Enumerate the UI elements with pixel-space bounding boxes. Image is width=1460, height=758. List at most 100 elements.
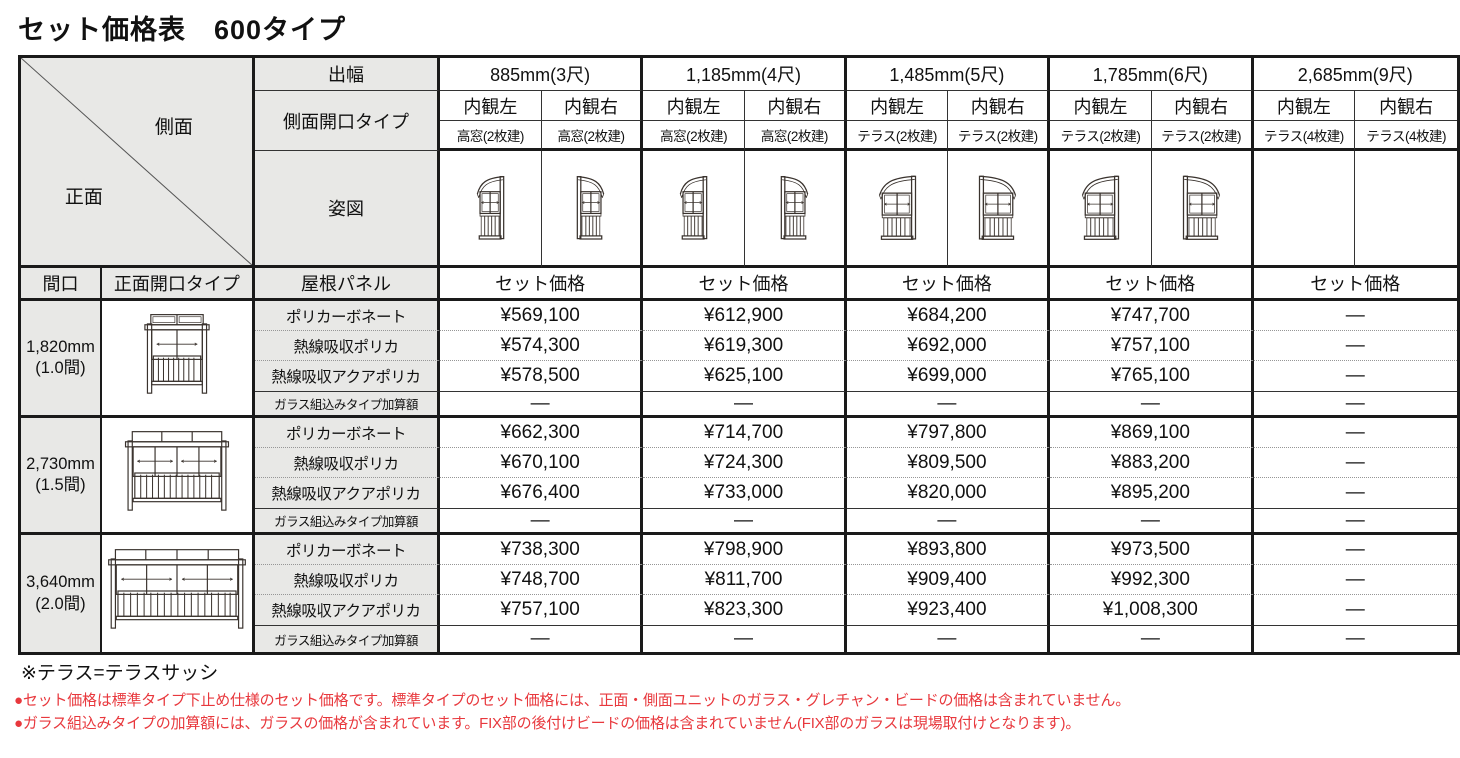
price-cell: — — [846, 392, 1051, 418]
side-figure-cell-empty — [1253, 151, 1356, 268]
view-right-header: 内観右 — [745, 91, 847, 121]
side-view-label: 側面 — [154, 116, 193, 138]
maguchi-value: 1,820mm — [26, 337, 95, 356]
roof-panel-label: 熱線吸収ポリカ — [254, 331, 440, 361]
page-title: セット価格表 600タイプ — [18, 15, 347, 45]
roof-panel-label: ガラス組込みタイプ加算額 — [254, 509, 440, 535]
front-unit-1-icon — [139, 312, 215, 400]
maguchi-value-cell: 2,730mm (1.5間) — [21, 418, 102, 535]
price-cell: ¥798,900 — [643, 535, 847, 565]
price-cell: — — [1253, 565, 1457, 595]
price-cell: ¥670,100 — [440, 448, 644, 478]
table-row: 熱線吸収ポリカ ¥574,300 ¥619,300 ¥692,000 ¥757,… — [21, 331, 1457, 361]
view-right-header: 内観右 — [1355, 91, 1457, 121]
roof-panel-label: ポリカーボネート — [254, 418, 440, 448]
price-cell: ¥692,000 — [846, 331, 1051, 361]
price-cell: — — [1253, 595, 1457, 626]
figure-header: 姿図 — [254, 151, 440, 268]
price-cell: ¥733,000 — [643, 478, 847, 509]
view-right-header: 内観右 — [541, 91, 644, 121]
price-cell: ¥757,100 — [1050, 331, 1254, 361]
price-cell: — — [440, 626, 644, 652]
table-row: 熱線吸収アクアポリカ ¥676,400 ¥733,000 ¥820,000 ¥8… — [21, 478, 1457, 509]
opening-type: テラス(4枚建) — [1253, 121, 1356, 151]
roof-panel-label: 熱線吸収ポリカ — [254, 565, 440, 595]
side-unit-right-icon — [1181, 172, 1222, 244]
table-row: 1,820mm (1.0間) ポリカーボネート ¥569,100 ¥612,90… — [21, 301, 1457, 418]
price-cell: ¥748,700 — [440, 565, 644, 595]
price-cell: ¥574,300 — [440, 331, 644, 361]
opening-type: テラス(2枚建) — [846, 121, 949, 151]
maguchi-value: 2,730mm — [26, 454, 95, 473]
depth-column-header: 1,185mm(4尺) — [643, 58, 847, 91]
price-cell: — — [1253, 535, 1457, 565]
table-row: ガラス組込みタイプ加算額 — — — — — — [21, 509, 1457, 535]
table-row: 熱線吸収ポリカ ¥670,100 ¥724,300 ¥809,500 ¥883,… — [21, 448, 1457, 478]
roof-panel-label: 熱線吸収アクアポリカ — [254, 361, 440, 392]
table-row: ガラス組込みタイプ加算額 — — — — — — [21, 626, 1457, 652]
ken-value: (1.5間) — [35, 476, 86, 494]
side-unit-right-icon — [977, 172, 1018, 244]
price-cell: ¥811,700 — [643, 565, 847, 595]
front-opening-header: 正面開口タイプ — [101, 268, 255, 301]
side-figure-cell-empty — [1355, 151, 1457, 268]
side-figure-cell — [440, 151, 542, 268]
side-figure-cell — [1151, 151, 1254, 268]
price-cell: ¥893,800 — [846, 535, 1051, 565]
opening-type: テラス(2枚建) — [1151, 121, 1254, 151]
diagonal-line-icon — [21, 58, 252, 265]
price-cell: ¥809,500 — [846, 448, 1051, 478]
price-cell: — — [1253, 331, 1457, 361]
price-note-2: ●ガラス組込みタイプの加算額には、ガラスの価格が含まれています。FIX部の後付け… — [14, 715, 1081, 732]
side-unit-right-icon — [779, 172, 810, 244]
side-unit-left-icon — [678, 172, 709, 244]
roof-panel-label: ポリカーボネート — [254, 535, 440, 565]
price-cell: ¥869,100 — [1050, 418, 1254, 448]
price-cell: — — [1253, 478, 1457, 509]
set-price-header: セット価格 — [643, 268, 847, 301]
side-figure-cell — [643, 151, 746, 268]
view-left-header: 内観左 — [1253, 91, 1356, 121]
side-unit-left-icon — [1080, 172, 1121, 244]
opening-type: 高窓(2枚建) — [643, 121, 746, 151]
price-cell: ¥619,300 — [643, 331, 847, 361]
view-right-header: 内観右 — [948, 91, 1051, 121]
table-row: 高窓(2枚建) 高窓(2枚建) 高窓(2枚建) 高窓(2枚建) テラス(2枚建)… — [21, 121, 1457, 151]
price-cell: — — [1253, 361, 1457, 392]
opening-type: 高窓(2枚建) — [745, 121, 847, 151]
price-cell: ¥676,400 — [440, 478, 644, 509]
price-cell: ¥699,000 — [846, 361, 1051, 392]
front-figure-cell — [101, 535, 255, 652]
side-figure-cell — [745, 151, 847, 268]
view-right-header: 内観右 — [1151, 91, 1254, 121]
front-unit-3-icon — [107, 547, 247, 635]
price-cell: — — [643, 509, 847, 535]
opening-type: テラス(4枚建) — [1355, 121, 1457, 151]
depth-column-header: 1,785mm(6尺) — [1050, 58, 1254, 91]
maguchi-value-cell: 1,820mm (1.0間) — [21, 301, 102, 418]
side-figure-cell — [846, 151, 949, 268]
opening-type: テラス(2枚建) — [1050, 121, 1152, 151]
side-unit-left-icon — [877, 172, 918, 244]
side-figure-cell — [541, 151, 644, 268]
price-cell: ¥973,500 — [1050, 535, 1254, 565]
set-price-table: 側面 正面 出幅 885mm(3尺) 1,185mm(4尺) 1,485mm(5… — [18, 55, 1460, 655]
price-cell: ¥895,200 — [1050, 478, 1254, 509]
price-cell: ¥724,300 — [643, 448, 847, 478]
table-row: 熱線吸収アクアポリカ ¥757,100 ¥823,300 ¥923,400 ¥1… — [21, 595, 1457, 626]
price-cell: — — [440, 509, 644, 535]
table-row: 側面 正面 出幅 885mm(3尺) 1,185mm(4尺) 1,485mm(5… — [21, 58, 1457, 268]
price-cell: — — [1253, 301, 1457, 331]
view-left-header: 内観左 — [1050, 91, 1152, 121]
price-cell: — — [1050, 509, 1254, 535]
set-price-header: セット価格 — [440, 268, 644, 301]
price-cell: ¥578,500 — [440, 361, 644, 392]
table-row: 姿図 — [21, 151, 1457, 268]
maguchi-value: 3,640mm — [26, 573, 95, 592]
set-price-header: セット価格 — [1050, 268, 1254, 301]
set-price-header: セット価格 — [846, 268, 1051, 301]
price-cell: ¥569,100 — [440, 301, 644, 331]
price-cell: ¥992,300 — [1050, 565, 1254, 595]
terrace-note: ※テラス=テラスサッシ — [21, 663, 219, 684]
